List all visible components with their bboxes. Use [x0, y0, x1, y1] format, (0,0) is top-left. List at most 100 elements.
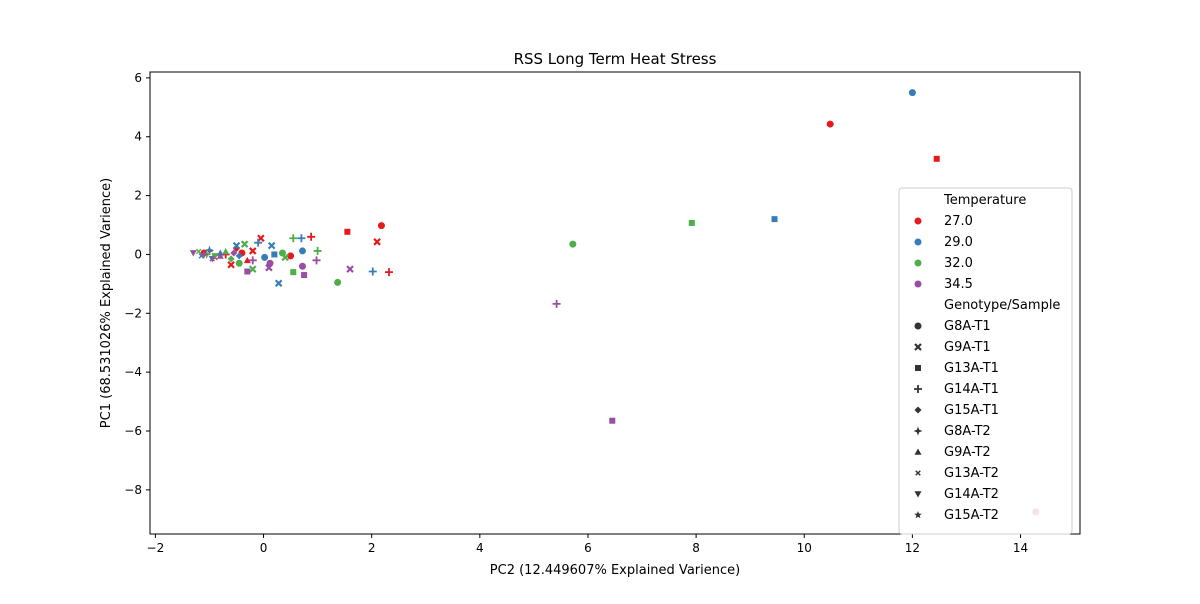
- data-point: [933, 155, 940, 162]
- legend-entry-label: G13A-T2: [944, 466, 999, 481]
- legend-title-genotype: Genotype/Sample: [944, 298, 1060, 313]
- data-point: [189, 250, 197, 257]
- legend-marker: [914, 385, 922, 393]
- data-point: [244, 268, 251, 275]
- data-point: [230, 249, 238, 257]
- data-point: [568, 240, 577, 249]
- x-tick-label: 0: [260, 541, 268, 555]
- data-point: [227, 255, 235, 263]
- y-tick-label: −6: [124, 424, 142, 438]
- data-point: [222, 248, 230, 255]
- data-point: [232, 241, 241, 250]
- data-point: [199, 249, 209, 259]
- legend-entry-label: 29.0: [944, 235, 973, 250]
- data-point: [216, 252, 224, 259]
- legend-box: [898, 187, 1073, 535]
- data-point: [552, 299, 561, 308]
- data-point: [368, 267, 377, 276]
- legend-marker: [914, 491, 922, 498]
- data-point: [248, 265, 257, 273]
- legend-marker: [913, 237, 923, 247]
- legend-entry-label: 32.0: [944, 256, 973, 271]
- legend-entry-label: G8A-T1: [944, 319, 991, 334]
- data-point: [301, 272, 308, 279]
- legend-marker: [913, 258, 923, 268]
- data-point: [204, 245, 214, 255]
- data-point: [688, 219, 695, 226]
- data-point: [298, 262, 307, 271]
- legend-marker: [914, 406, 922, 414]
- data-point: [235, 252, 243, 260]
- data-point: [307, 232, 316, 241]
- legend-entry-label: G9A-T1: [944, 340, 991, 355]
- data-point: [609, 417, 616, 424]
- legend-entry-label: G13A-T1: [944, 361, 999, 376]
- data-point: [195, 248, 202, 255]
- x-tick-label: −2: [147, 541, 165, 555]
- x-tick-label: 4: [476, 541, 484, 555]
- plot-frame: [149, 71, 1081, 535]
- data-point: [771, 216, 778, 223]
- data-point: [384, 268, 393, 277]
- y-tick-label: 4: [134, 130, 142, 144]
- x-tick-label: 6: [584, 541, 592, 555]
- data-point: [281, 253, 289, 262]
- y-axis-label: PC1 (68.531026% Explained Varience): [99, 178, 114, 428]
- y-tick-label: 0: [134, 247, 142, 261]
- data-point: [373, 238, 381, 246]
- legend-entry-label: G15A-T1: [944, 403, 999, 418]
- legend-marker: [913, 321, 923, 331]
- legend-marker: [913, 216, 923, 226]
- data-point: [240, 240, 249, 248]
- data-point: [908, 88, 917, 97]
- data-point: [278, 248, 287, 258]
- x-tick-label: 2: [368, 541, 376, 555]
- legend-marker: [914, 343, 922, 351]
- data-point: [209, 256, 215, 262]
- data-point: [346, 265, 354, 273]
- data-point: [248, 247, 257, 255]
- x-tick-label: 8: [692, 541, 700, 555]
- data-point: [297, 234, 306, 243]
- data-point: [344, 228, 351, 235]
- legend-title-temperature: Temperature: [943, 193, 1026, 208]
- y-tick-label: −2: [124, 306, 142, 320]
- data-point: [289, 234, 298, 243]
- data-point: [313, 246, 322, 255]
- legend-entry-label: 34.5: [944, 277, 973, 292]
- data-point: [290, 269, 297, 276]
- legend-entry-label: G15A-T2: [944, 508, 999, 523]
- legend-entry-label: G8A-T2: [944, 424, 991, 439]
- data-point: [265, 263, 273, 272]
- data-point: [377, 221, 386, 230]
- x-tick-label: 12: [905, 541, 920, 555]
- legend-entry-label: G14A-T1: [944, 382, 999, 397]
- chart-title: RSS Long Term Heat Stress: [514, 50, 717, 68]
- legend-marker: [914, 448, 922, 455]
- data-point: [298, 246, 307, 256]
- y-tick-label: 2: [134, 189, 142, 203]
- x-axis-label: PC2 (12.449607% Explained Varience): [490, 563, 740, 578]
- data-point: [254, 238, 263, 247]
- legend-marker: [913, 279, 923, 289]
- data-point: [248, 256, 257, 265]
- data-point: [260, 253, 269, 262]
- data-point: [333, 278, 342, 287]
- data-point: [267, 241, 276, 250]
- data-point: [235, 259, 244, 268]
- data-point: [274, 279, 283, 288]
- legend-entry-label: G9A-T2: [944, 445, 991, 460]
- legend-marker: [915, 365, 921, 371]
- data-point: [227, 260, 235, 269]
- legend-marker: [915, 470, 921, 476]
- legend-marker: [914, 511, 922, 519]
- data-point: [271, 251, 278, 258]
- data-point: [826, 119, 835, 129]
- data-points: [189, 88, 1040, 517]
- legend-entry-label: G14A-T2: [944, 487, 999, 502]
- y-tick-label: 6: [134, 71, 142, 85]
- y-tick-label: −4: [124, 365, 142, 379]
- y-tick-label: −8: [124, 483, 142, 497]
